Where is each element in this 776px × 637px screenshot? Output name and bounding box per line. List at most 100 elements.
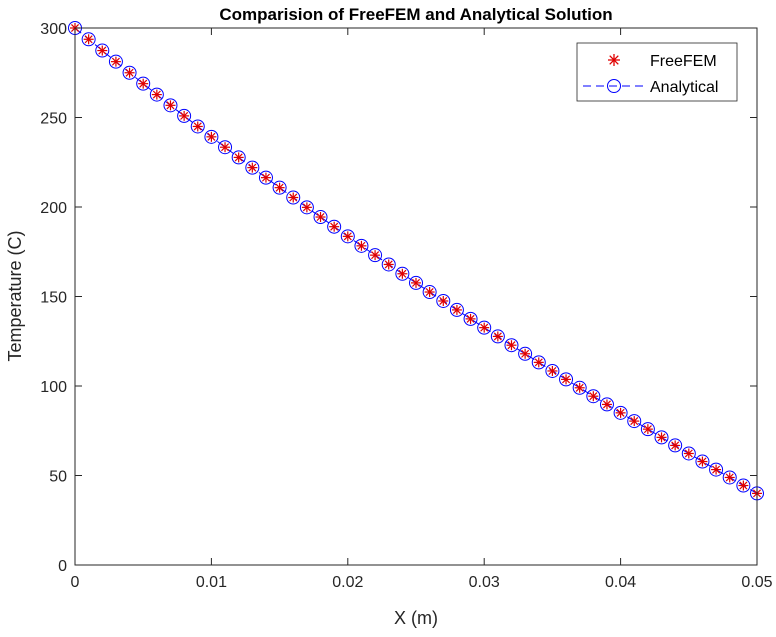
x-axis-label: X (m) <box>394 608 438 628</box>
analytical-point <box>190 119 205 134</box>
freefem-point <box>342 231 353 242</box>
x-tick-label: 0.05 <box>741 574 772 591</box>
analytical-point <box>354 238 369 253</box>
legend-label-analytical: Analytical <box>650 79 718 96</box>
analytical-point <box>559 372 574 387</box>
analytical-point <box>518 346 533 361</box>
analytical-point <box>218 140 233 155</box>
freefem-point <box>383 259 394 270</box>
chart-title: Comparision of FreeFEM and Analytical So… <box>219 5 612 24</box>
analytical-point <box>327 219 342 234</box>
freefem-point <box>260 172 271 183</box>
freefem-point <box>329 221 340 232</box>
y-tick-label: 50 <box>49 469 67 486</box>
analytical-point <box>681 446 696 461</box>
axes-background <box>75 28 757 565</box>
analytical-point <box>436 293 451 308</box>
freefem-point <box>451 304 462 315</box>
analytical-point <box>340 229 355 244</box>
analytical-point <box>463 311 478 326</box>
analytical-point <box>95 43 110 58</box>
analytical-point <box>668 438 683 453</box>
freefem-point <box>151 89 162 100</box>
freefem-point <box>138 78 149 89</box>
freefem-point <box>670 440 681 451</box>
legend-box <box>576 42 738 102</box>
analytical-point <box>204 129 219 144</box>
freefem-point <box>315 212 326 223</box>
analytical-point <box>545 363 560 378</box>
freefem-point <box>697 456 708 467</box>
freefem-point <box>370 250 381 261</box>
analytical-point <box>231 150 246 165</box>
analytical-point <box>272 180 287 195</box>
analytical-point <box>122 65 137 80</box>
freefem-point <box>192 121 203 132</box>
y-tick-label: 250 <box>40 111 67 128</box>
freefem-point <box>615 407 626 418</box>
analytical-point <box>299 200 314 215</box>
freefem-point <box>233 152 244 163</box>
freefem-point <box>124 67 135 78</box>
analytical-point <box>177 108 192 123</box>
analytical-point <box>736 478 751 493</box>
freefem-point <box>492 331 503 342</box>
analytical-point <box>286 190 301 205</box>
analytical-point <box>108 54 123 69</box>
freefem-point <box>724 472 735 483</box>
freefem-point <box>247 162 258 173</box>
x-tick-label: 0.02 <box>332 574 363 591</box>
analytical-point <box>477 320 492 335</box>
freefem-point <box>97 45 108 56</box>
freefem-point <box>711 464 722 475</box>
freefem-point <box>220 142 231 153</box>
analytical-point <box>613 405 628 420</box>
x-tick-label: 0.04 <box>605 574 636 591</box>
analytical-point <box>654 430 669 445</box>
freefem-point <box>683 448 694 459</box>
freefem-point <box>629 416 640 427</box>
analytical-point <box>258 170 273 185</box>
freefem-point <box>301 202 312 213</box>
analytical-point <box>245 160 260 175</box>
analytical-point <box>136 76 151 91</box>
legend-label-freefem: FreeFEM <box>650 53 717 70</box>
analytical-point <box>504 338 519 353</box>
freefem-point <box>411 277 421 288</box>
analytical-point <box>709 462 724 477</box>
analytical-point <box>381 257 396 272</box>
freefem-point <box>506 340 517 351</box>
freefem-point <box>110 56 121 67</box>
freefem-point <box>479 322 490 333</box>
y-tick-label: 200 <box>40 200 67 217</box>
freefem-point <box>438 295 449 306</box>
analytical-point <box>722 470 737 485</box>
legend-freefem-asterisk-icon <box>608 54 620 66</box>
x-tick-label: 0 <box>71 574 80 591</box>
analytical-point <box>81 32 96 47</box>
analytical-point <box>368 248 383 263</box>
y-tick-label: 100 <box>40 379 67 396</box>
freefem-point <box>206 131 217 142</box>
analytical-point <box>695 454 710 469</box>
freefem-point <box>561 374 572 385</box>
freefem-point <box>738 480 749 491</box>
freefem-point <box>520 348 531 359</box>
freefem-point <box>424 287 435 298</box>
freefem-point <box>601 399 612 410</box>
y-axis-label: Temperature (C) <box>5 230 25 361</box>
y-tick-label: 0 <box>58 558 67 575</box>
analytical-point <box>599 397 614 412</box>
axes-box <box>74 27 758 566</box>
freefem-point <box>588 391 599 402</box>
freefem-point <box>165 100 176 111</box>
freefem-point <box>179 110 190 121</box>
freefem-point <box>288 192 299 203</box>
analytical-point <box>449 302 464 317</box>
analytical-point <box>586 389 601 404</box>
x-tick-label: 0.01 <box>196 574 227 591</box>
legend: FreeFEM Analytical <box>576 42 738 102</box>
freefem-point <box>356 240 367 251</box>
freefem-point <box>397 268 408 279</box>
